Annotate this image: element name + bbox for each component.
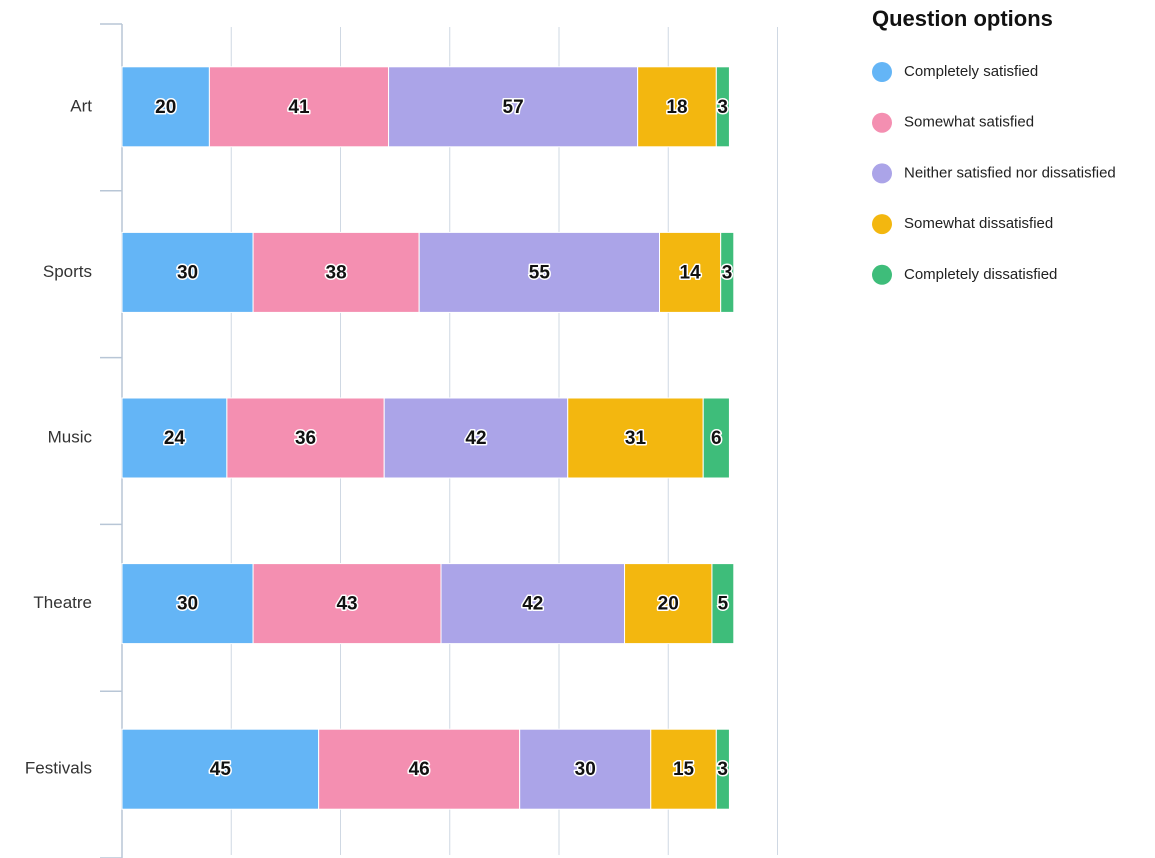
- legend-marker: [872, 62, 892, 82]
- bar-segment: [252, 563, 442, 645]
- y-tick-label: Music: [48, 427, 93, 446]
- bar-segment: [702, 397, 730, 479]
- data-label: 6: [711, 428, 722, 449]
- bar-segment: [121, 728, 320, 810]
- bar-segment: [440, 563, 626, 645]
- bar-segment: [715, 66, 730, 148]
- y-tick-label: Festivals: [25, 759, 92, 778]
- data-label: 3: [717, 759, 728, 780]
- legend-marker: [872, 264, 892, 285]
- bar-segment: [252, 231, 420, 313]
- legend-marker: [872, 163, 892, 184]
- bar-segment: [519, 728, 652, 810]
- y-tick-label: Art: [70, 96, 92, 115]
- legend-label: Neither satisfied nor dissatisfied: [904, 164, 1116, 181]
- data-label: 38: [326, 262, 347, 283]
- data-label: 46: [409, 759, 430, 780]
- data-label: 30: [177, 594, 198, 615]
- data-label: 20: [658, 594, 679, 615]
- legend-label: Somewhat satisfied: [904, 114, 1034, 131]
- data-label: 15: [673, 759, 695, 780]
- bar-segment: [659, 231, 722, 313]
- data-label: 3: [717, 97, 728, 118]
- bar-segment: [383, 397, 569, 479]
- legend-marker: [872, 112, 892, 133]
- y-tick-label: Theatre: [33, 593, 92, 612]
- data-label: 20: [155, 97, 176, 118]
- data-label: 30: [575, 759, 596, 780]
- data-label: 42: [465, 428, 486, 449]
- bar-segment: [388, 66, 639, 148]
- bar-segment: [567, 397, 704, 479]
- data-label: 5: [718, 594, 729, 615]
- bar-segment: [720, 231, 735, 313]
- bar-segment: [121, 66, 210, 148]
- data-label: 3: [722, 262, 733, 283]
- bar-segment: [208, 66, 390, 148]
- data-label: 30: [177, 262, 198, 283]
- bar-segment: [650, 728, 717, 810]
- data-label: 14: [680, 262, 702, 283]
- data-label: 42: [522, 594, 543, 615]
- bar-segment: [624, 563, 713, 645]
- data-label: 45: [210, 759, 232, 780]
- legend-label: Somewhat dissatisfied: [904, 215, 1053, 232]
- bar-segment: [121, 563, 254, 645]
- legend-label: Completely satisfied: [904, 63, 1038, 80]
- legend-marker: [872, 214, 892, 235]
- bar-segment: [711, 563, 735, 645]
- bar-segment: [226, 397, 385, 479]
- data-label: 41: [288, 97, 310, 118]
- data-label: 18: [666, 97, 687, 118]
- bar-segment: [418, 231, 661, 313]
- legend-label: Completely dissatisfied: [904, 266, 1057, 283]
- bar-segment: [715, 728, 730, 810]
- bar-segment: [637, 66, 717, 148]
- bar-segment: [121, 231, 254, 313]
- data-label: 24: [164, 428, 186, 449]
- data-label: 55: [529, 262, 551, 283]
- data-label: 43: [336, 594, 357, 615]
- legend-title: Question options: [872, 6, 1053, 31]
- data-label: 31: [625, 428, 647, 449]
- y-tick-label: Sports: [43, 262, 92, 281]
- data-label: 36: [295, 428, 316, 449]
- bar-segment: [318, 728, 521, 810]
- data-label: 57: [503, 97, 524, 118]
